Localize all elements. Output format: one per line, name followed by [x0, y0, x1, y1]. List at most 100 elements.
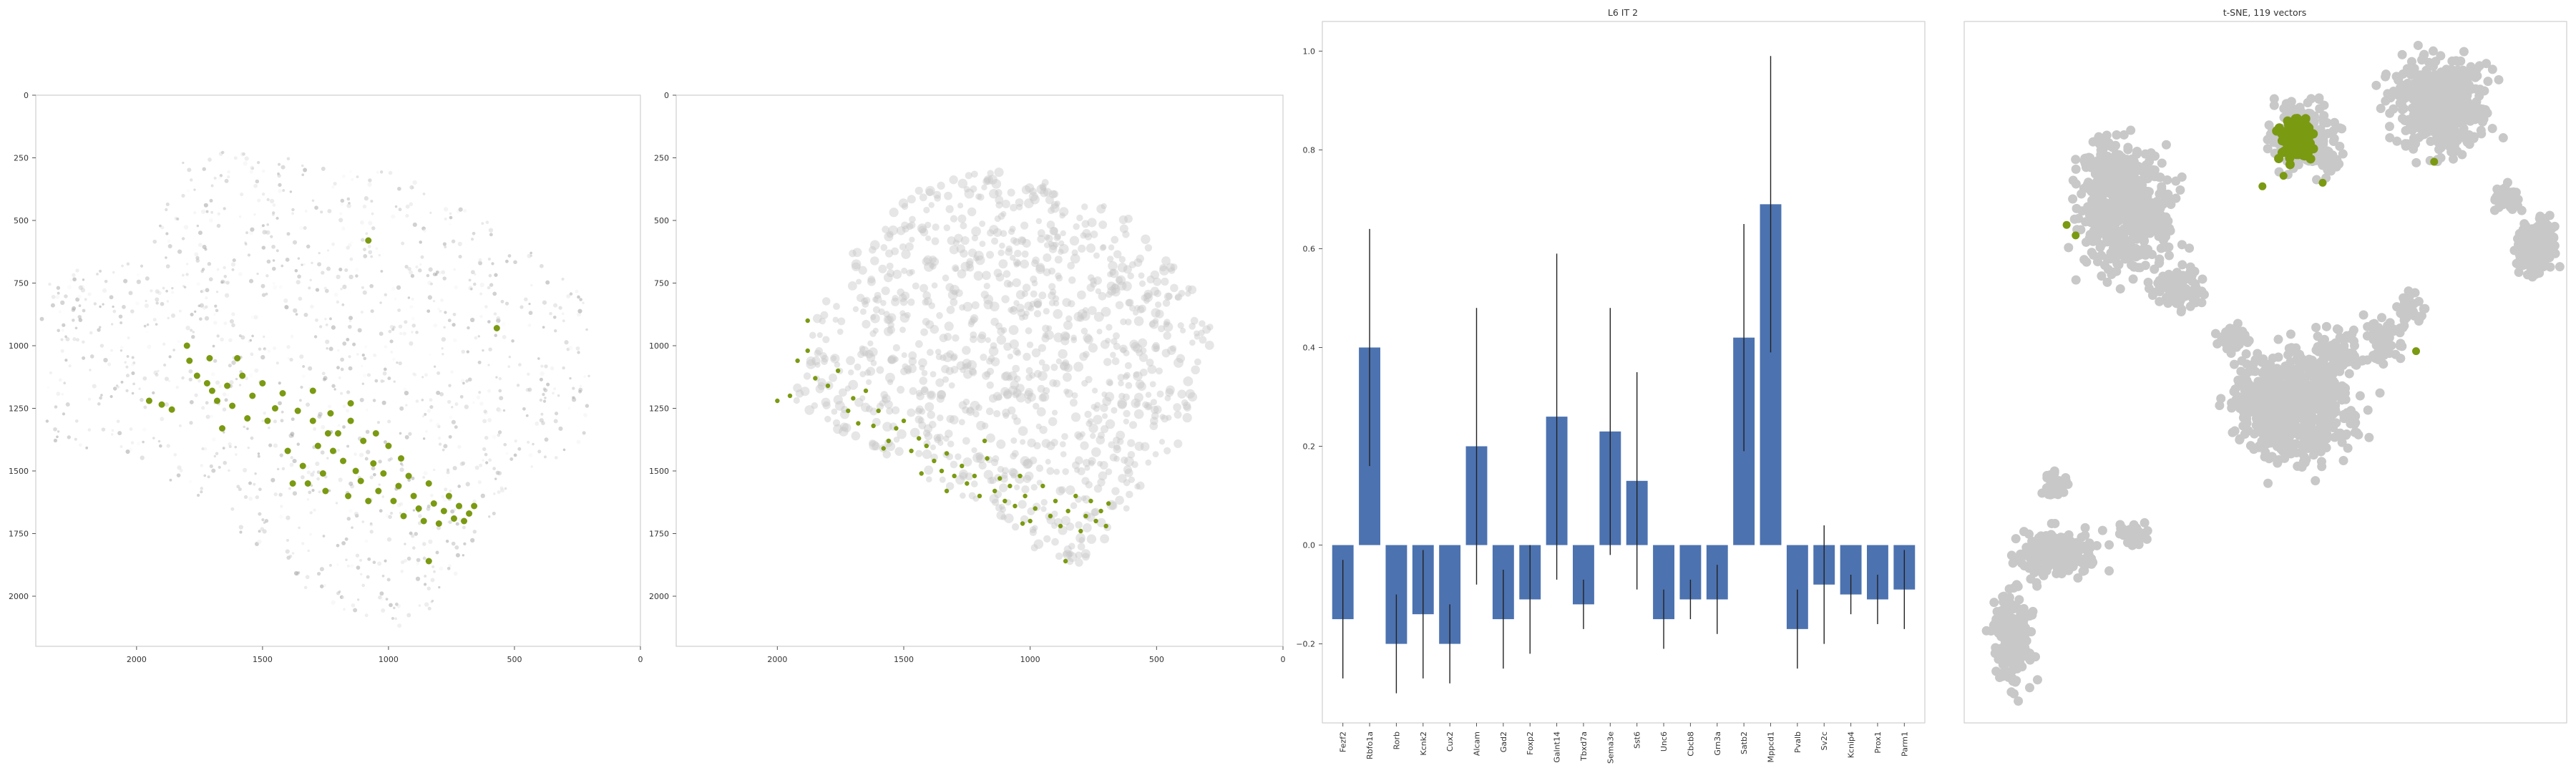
tissue-cell	[296, 571, 300, 576]
tissue-cell	[1079, 352, 1088, 361]
tissue-cell	[303, 312, 308, 317]
tissue-cell	[1144, 244, 1153, 252]
tissue-cell	[390, 351, 393, 354]
highlight-cell	[214, 397, 220, 404]
tissue-cell	[477, 261, 481, 264]
tissue-cell	[575, 289, 579, 293]
tissue-cell	[929, 256, 937, 263]
tissue-cell	[381, 495, 385, 498]
tissue-cell	[815, 346, 824, 355]
tissue-cell	[932, 223, 940, 231]
tissue-cell	[1005, 248, 1013, 256]
tissue-cell	[806, 359, 816, 369]
tissue-cell	[268, 443, 273, 447]
tissue-cell	[856, 293, 865, 302]
tsne-point	[2245, 385, 2255, 395]
tissue-cell	[1055, 272, 1062, 280]
highlight-cell	[445, 492, 452, 500]
tissue-cell	[1161, 414, 1169, 423]
tissue-cell	[912, 282, 919, 290]
tissue-cell	[857, 351, 865, 359]
tissue-cell	[1085, 481, 1093, 489]
tissue-cell	[1091, 404, 1097, 410]
tissue-cell	[57, 329, 60, 333]
tsne-point	[2294, 430, 2304, 440]
tissue-cell	[48, 282, 52, 286]
highlight-cell	[825, 383, 831, 389]
tissue-cell	[1041, 179, 1049, 186]
tissue-cell	[528, 391, 532, 394]
tissue-cell	[409, 202, 414, 207]
x-tick-label: 500	[507, 655, 522, 664]
tissue-cell	[876, 366, 884, 374]
highlight-cell	[835, 368, 841, 374]
tsne-point	[2371, 340, 2381, 350]
tissue-cell	[316, 477, 321, 481]
tissue-cell	[517, 447, 522, 451]
tsne-point	[2385, 108, 2395, 118]
tissue-cell	[185, 273, 189, 276]
tissue-cell	[920, 386, 929, 396]
tsne-point	[2091, 217, 2101, 227]
tissue-cell	[921, 369, 928, 376]
tsne-point	[2157, 184, 2167, 194]
tissue-cell	[348, 481, 353, 486]
tissue-cell	[277, 172, 280, 175]
tissue-cell	[1174, 294, 1181, 301]
tsne-point	[2494, 188, 2504, 198]
tissue-cell	[1129, 421, 1138, 429]
tissue-cell	[542, 399, 547, 403]
tissue-cell	[167, 316, 170, 320]
tissue-cell	[309, 511, 313, 515]
tissue-cell	[418, 604, 421, 607]
tissue-cell	[878, 264, 887, 273]
tissue-cell	[498, 376, 502, 381]
tissue-cell	[1000, 210, 1007, 218]
x-tick-label: Satb2	[1740, 731, 1749, 754]
tissue-cell	[530, 251, 532, 255]
tsne-point	[2229, 359, 2239, 369]
tissue-cell	[488, 515, 491, 518]
tissue-cell	[218, 151, 223, 156]
tissue-cell	[1008, 406, 1016, 415]
tissue-cell	[97, 402, 101, 406]
tissue-cell	[465, 379, 469, 383]
spatial-plot-2-frame	[675, 94, 1284, 647]
tsne-point	[2342, 408, 2352, 418]
tissue-cell	[454, 402, 459, 407]
tissue-cell	[474, 273, 477, 276]
tissue-cell	[344, 537, 348, 541]
tissue-cell	[906, 223, 914, 230]
tsne-point	[2464, 140, 2474, 150]
tissue-cell	[1048, 291, 1056, 300]
tissue-cell	[341, 541, 346, 545]
tissue-cell	[1074, 431, 1082, 439]
tissue-cell	[336, 274, 341, 280]
tissue-cell	[1048, 190, 1058, 199]
tissue-cell	[1040, 506, 1047, 512]
tsne-point	[2127, 226, 2137, 236]
tissue-cell	[1010, 452, 1018, 460]
tissue-cell	[363, 356, 367, 361]
tissue-cell	[484, 410, 488, 415]
tissue-cell	[1008, 371, 1018, 381]
tissue-cell	[348, 508, 353, 513]
tissue-cell	[331, 384, 336, 388]
tissue-cell	[299, 226, 303, 230]
tissue-cell	[1065, 485, 1075, 495]
highlight-cell	[289, 480, 296, 487]
tissue-cell	[1174, 293, 1183, 301]
tsne-point	[2123, 211, 2133, 221]
tissue-cell	[1081, 203, 1088, 210]
tsne-point	[2132, 234, 2142, 244]
tissue-cell	[316, 571, 321, 576]
tsne-point	[2338, 149, 2348, 159]
tissue-cell	[439, 566, 444, 571]
tissue-cell	[276, 467, 280, 471]
tissue-cell	[422, 556, 426, 560]
tsne-point	[2101, 160, 2111, 170]
highlight-cell	[932, 458, 937, 464]
tissue-cell	[1129, 305, 1136, 312]
tissue-cell	[471, 238, 474, 241]
tissue-cell	[861, 402, 871, 412]
